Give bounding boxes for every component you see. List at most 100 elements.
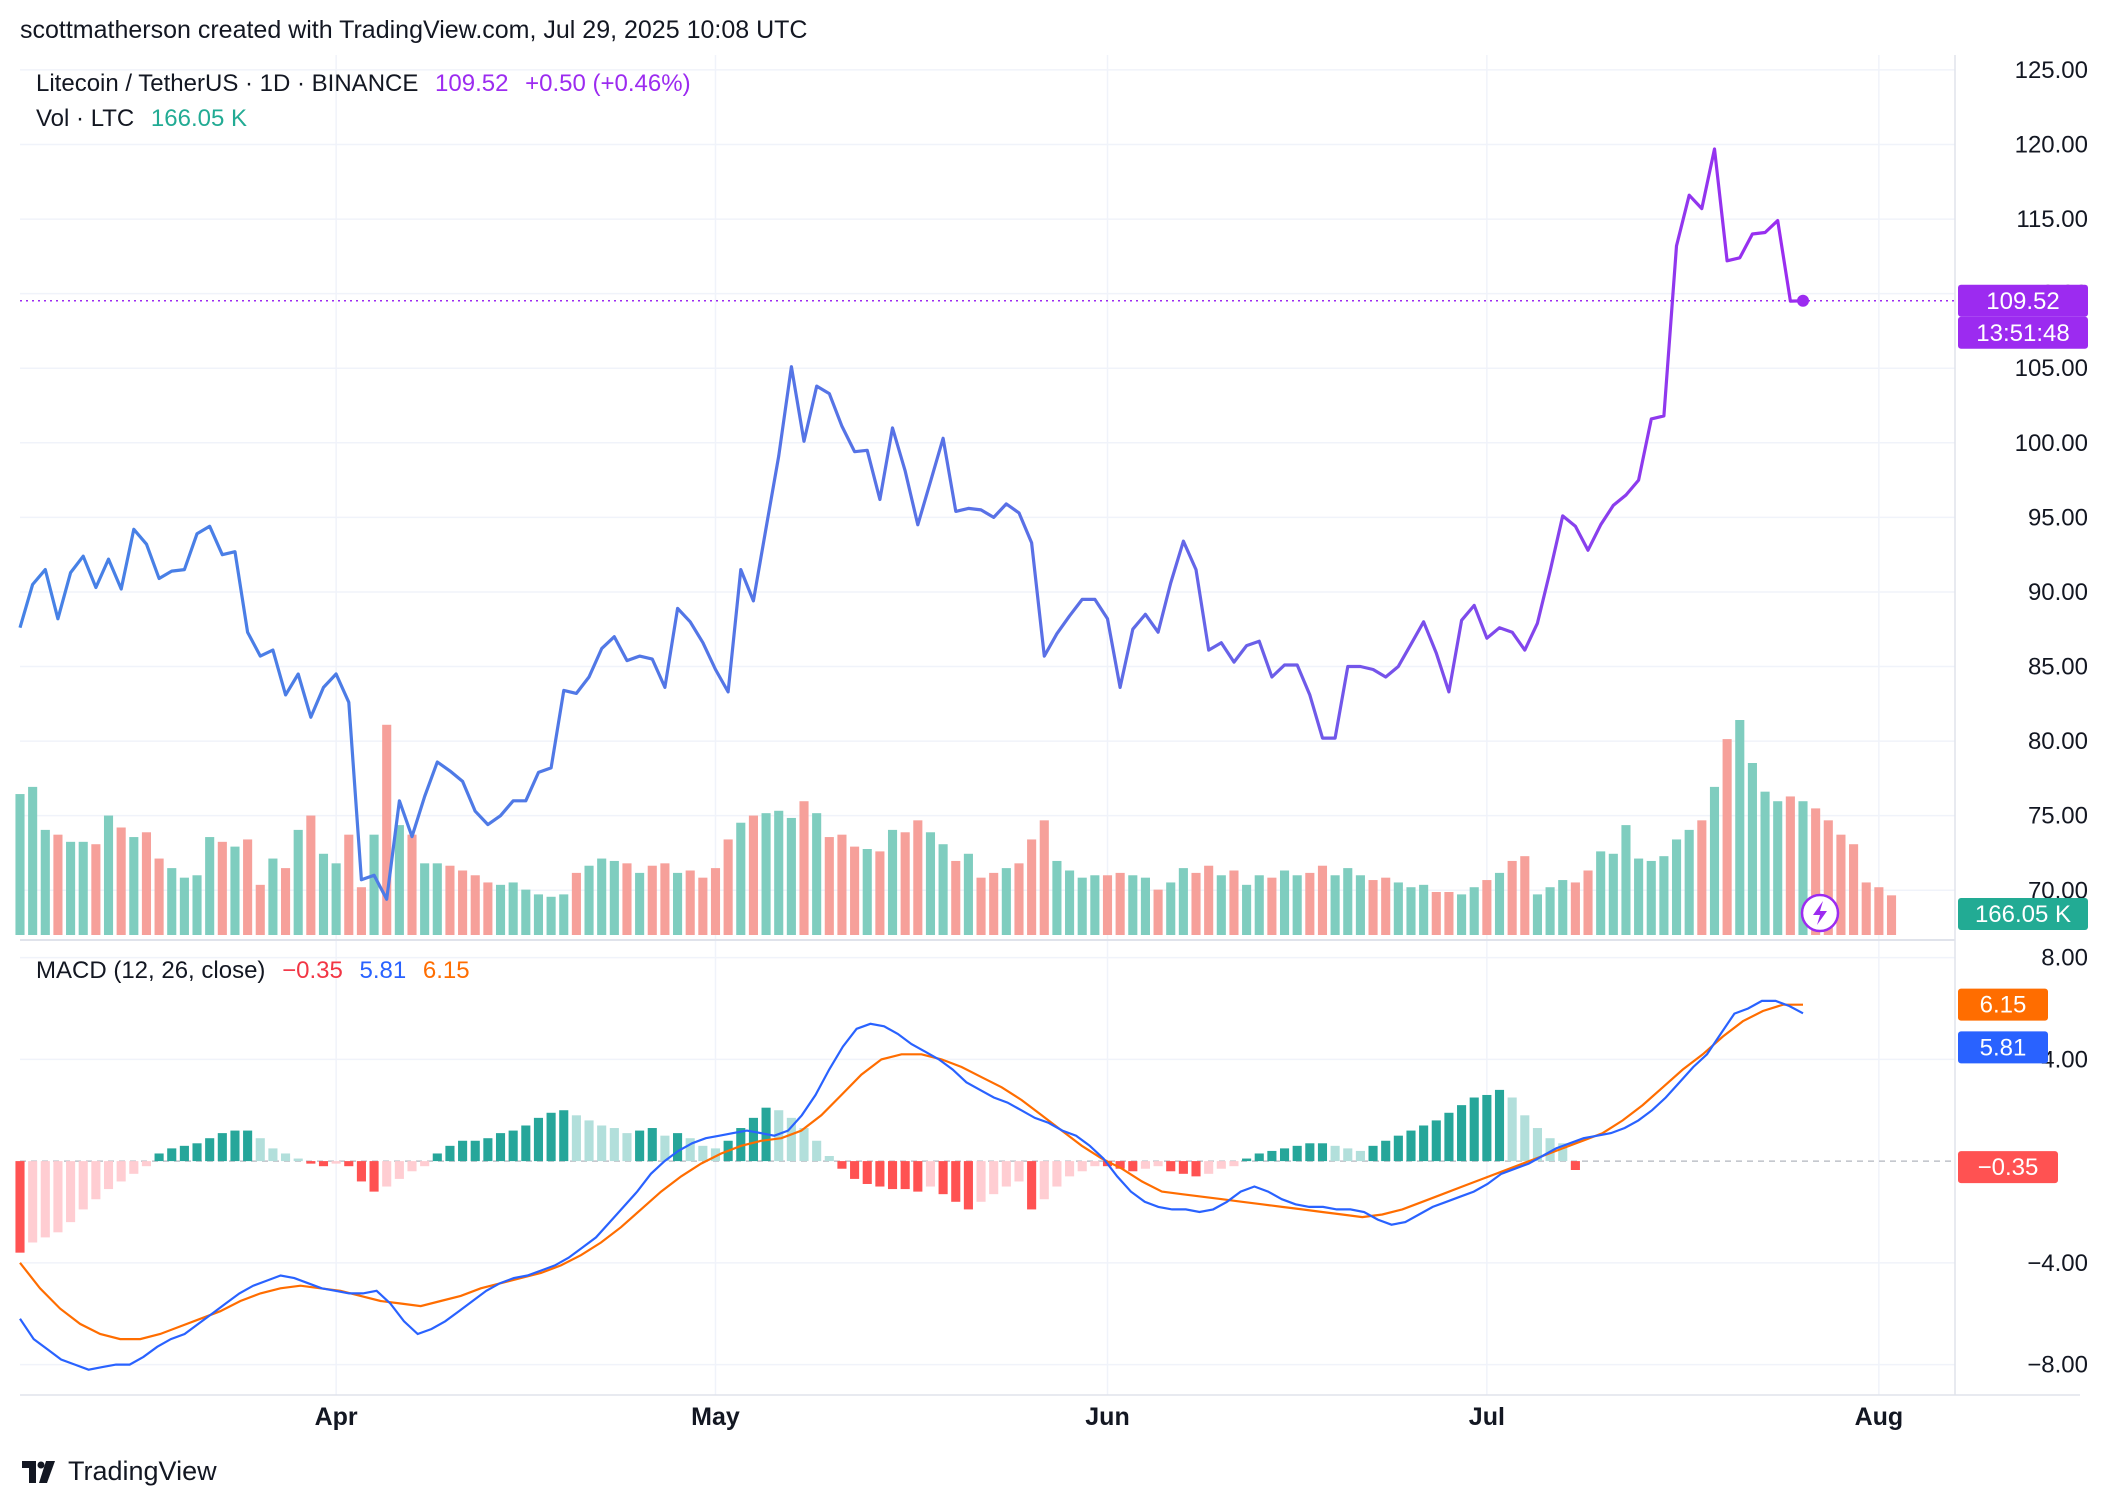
histogram-bar [1406,1130,1416,1162]
histogram-bar [635,1130,645,1162]
histogram-bar [1254,1153,1264,1162]
signal-line [19,1003,1803,1341]
volume-bar [862,849,872,935]
volume-bar [1469,887,1479,935]
price-tick-label: 105.00 [2015,355,2088,382]
volume-bar [103,815,114,935]
histogram-bar [243,1130,253,1162]
histogram-bar [1381,1140,1391,1162]
symbol-legend[interactable]: Litecoin / TetherUS · 1D · BINANCE 109.5… [36,70,691,98]
volume-bar [546,896,556,935]
volume-bar [1090,875,1100,935]
symbol-name[interactable]: Litecoin / TetherUS · 1D · BINANCE [36,70,419,97]
volume-bar [78,841,88,935]
volume-bar [1507,860,1517,935]
histogram-bar [344,1161,354,1167]
volume-bar [1798,801,1808,935]
volume-bar [1457,894,1467,935]
volume-bar [597,858,607,935]
volume-bar [66,841,76,935]
last-price-value: 109.52 [435,70,509,97]
histogram-bar [521,1125,531,1162]
volume-bar [15,794,25,935]
histogram-bar [255,1138,265,1162]
volume-badge: 166.05 K [1975,901,2071,928]
volume-bar [1482,880,1492,935]
histogram-bar [458,1140,468,1162]
histogram-bar [786,1117,796,1162]
volume-bar [179,877,189,935]
volume-bar [1115,872,1125,935]
volume-bar [1254,875,1264,935]
volume-bar [1178,868,1188,935]
histogram-bar [799,1128,809,1162]
volume-bar [1444,892,1454,935]
histogram-bar [1545,1138,1555,1162]
volume-bar [495,884,506,935]
tradingview-logo-icon [22,1460,55,1483]
volume-legend[interactable]: Vol · LTC 166.05 K [36,105,247,133]
histogram-bar [420,1161,430,1167]
histogram-bar [1191,1161,1201,1177]
histogram-bar [1216,1161,1226,1169]
volume-bar [1204,865,1214,935]
histogram-bar [268,1148,278,1162]
volume-bar [1292,875,1302,935]
price-tick-label: 100.00 [2015,430,2088,457]
volume-bar [1608,853,1618,935]
volume-bar [1570,882,1580,935]
volume-bar [635,872,645,935]
replay-icon[interactable] [1800,893,1840,933]
volume-bars [15,720,1897,935]
histogram-bar [900,1161,910,1190]
histogram-bar [673,1133,683,1162]
histogram-bar [597,1125,607,1162]
volume-bar [293,829,303,935]
macd-label[interactable]: MACD (12, 26, close) [36,957,266,984]
histogram-bar [281,1153,291,1162]
brand-name: TradingView [68,1456,217,1486]
macd-badge: 5.81 [1980,1034,2027,1061]
volume-bar [1191,872,1201,935]
volume-badge-bg [1958,898,2088,930]
histogram-bar [837,1161,847,1169]
volume-bar [344,834,354,935]
volume-bar [1545,887,1555,935]
macd-signal-value: 6.15 [422,957,470,984]
histogram-bar [609,1128,619,1162]
histogram-bar [951,1161,961,1202]
volume-bar [913,820,923,935]
volume-bar [1001,868,1011,935]
histogram-bar [293,1158,303,1162]
volume-bar [205,837,215,935]
histogram-bar [78,1161,88,1210]
volume-bar [1039,820,1049,935]
tradingview-branding[interactable]: TradingView [22,1456,217,1487]
histogram-bar [1469,1097,1479,1162]
volume-bar [774,810,784,935]
price-tick-label: 80.00 [2028,728,2088,755]
histogram-bar [1153,1161,1163,1167]
volume-bar [850,846,860,935]
histogram-bar [1229,1161,1239,1167]
histogram-bar [938,1161,948,1195]
histogram-bar [103,1161,114,1190]
histogram-bar [1317,1143,1328,1162]
macd-legend[interactable]: MACD (12, 26, close) −0.35 5.81 6.15 [36,957,470,985]
volume-bar [91,844,101,935]
volume-bar [483,882,493,935]
volume-bar [584,865,594,935]
histogram-bar [1077,1161,1087,1172]
volume-label[interactable]: Vol · LTC [36,105,135,132]
price-tick-label: 120.00 [2015,131,2088,158]
volume-bar [1431,892,1441,935]
volume-bar [318,853,329,935]
volume-bar [129,837,139,935]
volume-bar [1153,889,1163,935]
histogram-bar [318,1161,329,1167]
volume-bar [1823,820,1833,935]
volume-bar [1747,763,1757,935]
histogram-bar [736,1128,746,1162]
time-tick-label: Aug [1855,1403,1904,1431]
